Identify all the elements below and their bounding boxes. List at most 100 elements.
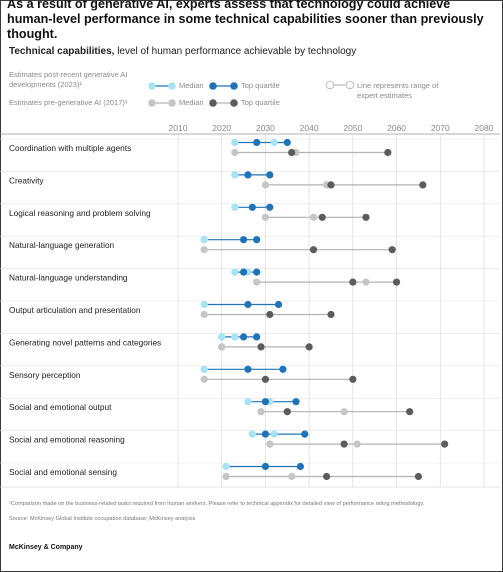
pre-top-quartile-point bbox=[327, 181, 335, 189]
post-median-point bbox=[218, 333, 226, 341]
footnote: ¹Comparison made on the business-related… bbox=[9, 501, 425, 507]
post-range-end-point bbox=[301, 430, 309, 438]
post-range-end-point bbox=[296, 462, 304, 471]
post-top-quartile-point bbox=[253, 138, 261, 147]
brand-label: McKinsey & Company bbox=[9, 544, 83, 551]
category-label: Generating novel patterns and categories bbox=[9, 337, 161, 347]
post-median-point bbox=[231, 203, 239, 211]
pre-top-quartile-point bbox=[309, 246, 318, 254]
legend-post-top-dot-a bbox=[209, 82, 217, 90]
pre-range-start-point bbox=[253, 278, 261, 286]
pre-top-quartile-point bbox=[261, 375, 270, 383]
pre-range-end-point bbox=[305, 343, 313, 351]
pre-range-end-point bbox=[419, 181, 427, 189]
legend-post-median-dot-b bbox=[168, 82, 176, 90]
post-median-point bbox=[200, 236, 208, 244]
legend-post-top-dot-b bbox=[230, 82, 238, 90]
pre-range-end-point bbox=[388, 246, 396, 254]
pre-range-start-point bbox=[261, 181, 270, 189]
pre-range-end-point bbox=[441, 440, 449, 448]
pre-top-quartile-point bbox=[318, 213, 326, 221]
legend-post-median-label: Median bbox=[179, 81, 204, 90]
legend-pre-label: Estimates pre-generative AI (2017)¹ bbox=[9, 98, 128, 107]
post-range-end-point bbox=[266, 203, 274, 211]
post-top-quartile-point bbox=[239, 333, 248, 341]
pre-range-end-point bbox=[327, 310, 335, 319]
post-range-end-point bbox=[274, 300, 283, 309]
pre-top-quartile-point bbox=[323, 472, 331, 481]
post-median-point bbox=[222, 462, 230, 471]
pre-median-point bbox=[218, 343, 226, 351]
legend-post-top-label: Top quartile bbox=[241, 81, 280, 90]
pre-range-end-point bbox=[392, 278, 401, 286]
post-extra-point bbox=[231, 333, 239, 341]
pre-top-quartile-point bbox=[266, 310, 274, 319]
pre-median-point bbox=[200, 310, 208, 319]
pre-top-quartile-point bbox=[288, 148, 296, 157]
pre-extra-point bbox=[353, 440, 361, 448]
legend-pre-top-label: Top quartile bbox=[241, 98, 280, 107]
category-label: Social and emotional reasoning bbox=[9, 435, 125, 445]
x-tick-label-2030: 2030 bbox=[256, 123, 275, 133]
legend-post-median-dot-a bbox=[148, 82, 156, 90]
x-tick-label-2070: 2070 bbox=[431, 123, 450, 133]
pre-median-point bbox=[309, 213, 318, 221]
post-top-quartile-point bbox=[261, 430, 270, 438]
x-tick-label-2040: 2040 bbox=[300, 123, 319, 133]
post-range-end-point bbox=[279, 365, 287, 373]
pre-top-quartile-point bbox=[340, 440, 348, 448]
subtitle-bold: Technical capabilities, bbox=[9, 46, 115, 57]
pre-median-point bbox=[222, 472, 230, 481]
pre-median-point bbox=[257, 408, 265, 416]
post-top-quartile-point bbox=[244, 300, 252, 309]
post-median-point bbox=[200, 365, 208, 373]
pre-range-start-point bbox=[231, 148, 239, 157]
post-median-point bbox=[244, 398, 252, 406]
category-label: Natural-language generation bbox=[9, 240, 115, 250]
pre-range-end-point bbox=[349, 375, 357, 383]
legend-range-dot-b bbox=[345, 80, 355, 90]
legend-post-label: Estimates post-recent generative AI deve… bbox=[9, 70, 128, 89]
post-top-quartile-point bbox=[244, 365, 252, 373]
pre-median-point bbox=[200, 246, 208, 254]
x-tick-label-2060: 2060 bbox=[387, 123, 406, 133]
pre-extra-point bbox=[288, 472, 296, 481]
pre-range-end-point bbox=[406, 408, 414, 416]
post-range-end-point bbox=[292, 398, 300, 406]
x-tick-label-2010: 2010 bbox=[169, 123, 188, 133]
pre-top-quartile-point bbox=[257, 343, 265, 351]
pre-range-end-point bbox=[362, 213, 370, 221]
legend-pre-median-label: Median bbox=[179, 98, 204, 107]
post-median-point bbox=[248, 430, 256, 438]
pre-median-point bbox=[266, 440, 274, 448]
post-median-point bbox=[200, 300, 208, 309]
post-median-point bbox=[231, 268, 239, 276]
category-label: Sensory perception bbox=[9, 370, 81, 380]
post-range-end-point bbox=[283, 138, 291, 147]
category-label: Social and emotional sensing bbox=[9, 467, 117, 477]
category-label: Logical reasoning and problem solving bbox=[9, 208, 151, 218]
post-top-quartile-point bbox=[239, 268, 248, 276]
legend-range-note: Line represents range of expert estimate… bbox=[357, 81, 439, 100]
category-label: Coordination with multiple agents bbox=[9, 143, 131, 153]
pre-range-end-point bbox=[414, 472, 423, 481]
legend-range-dot-a bbox=[325, 80, 335, 90]
post-top-quartile-point bbox=[261, 462, 270, 471]
legend-pre-top-dot-a bbox=[209, 99, 217, 107]
legend-pre-top-dot-b bbox=[230, 99, 238, 107]
pre-range-end-point bbox=[384, 148, 392, 157]
pre-median-point bbox=[200, 375, 208, 383]
post-range-end-point bbox=[253, 236, 261, 244]
pre-range-start-point bbox=[261, 213, 270, 221]
subtitle-rest: level of human performance achievable by… bbox=[114, 46, 357, 57]
x-tick-label-2080: 2080 bbox=[475, 123, 494, 133]
legend-pre-median-dot-b bbox=[168, 99, 176, 107]
post-range-end-point bbox=[266, 171, 274, 179]
x-tick-label-2020: 2020 bbox=[212, 123, 231, 133]
pre-top-quartile-point bbox=[283, 408, 291, 416]
x-tick-label-2050: 2050 bbox=[343, 123, 362, 133]
post-top-quartile-point bbox=[244, 171, 252, 179]
post-median-point bbox=[231, 171, 239, 179]
category-label: Output articulation and presentation bbox=[9, 305, 141, 315]
